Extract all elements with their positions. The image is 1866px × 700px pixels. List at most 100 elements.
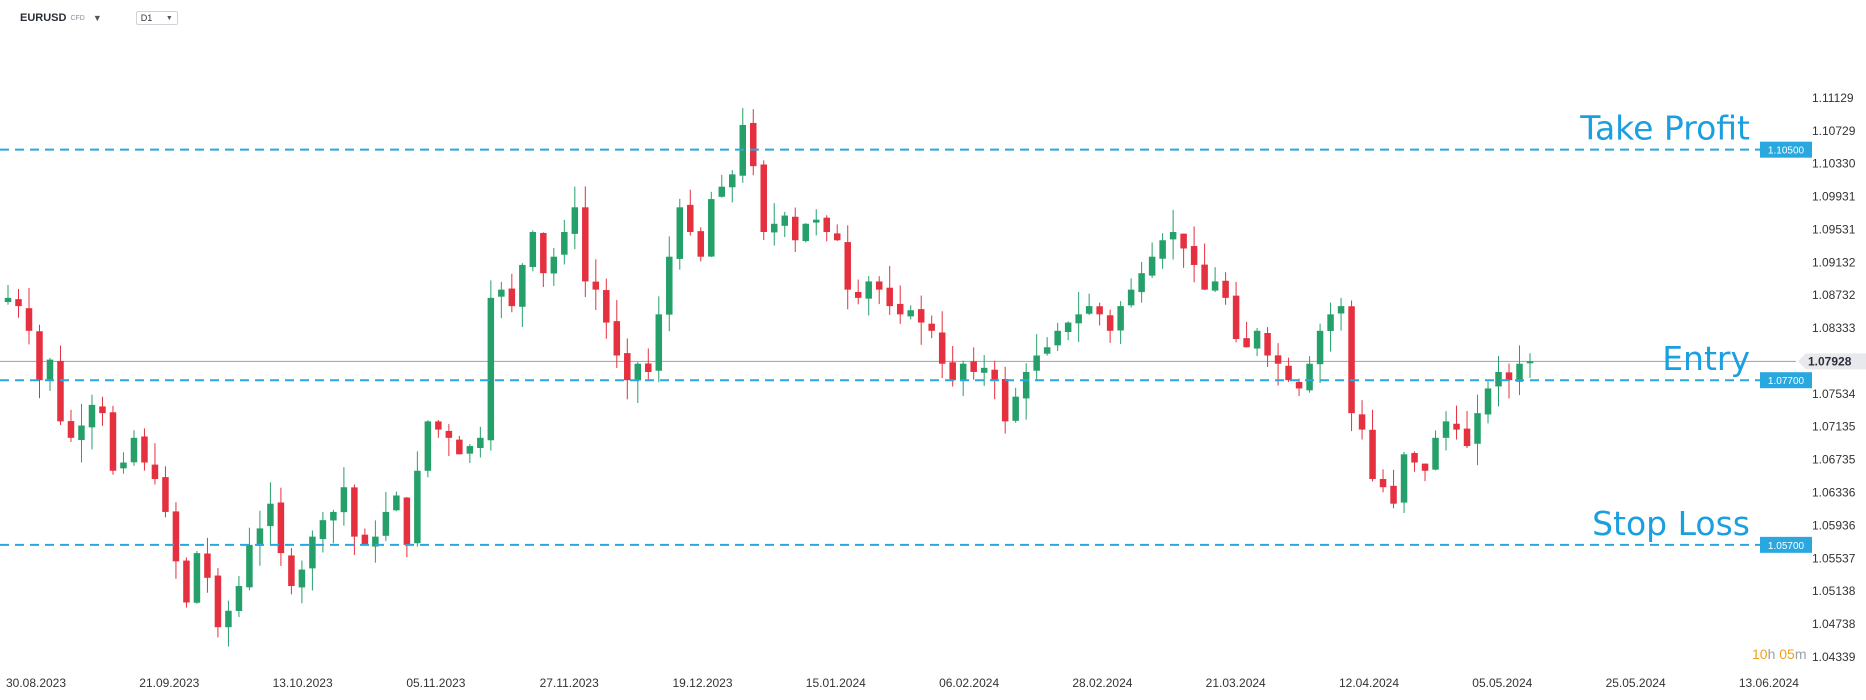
candle-body — [172, 511, 180, 562]
candle-body — [193, 553, 201, 603]
candle-body — [1411, 453, 1418, 463]
candle-body — [99, 406, 106, 414]
symbol-dropdown-icon[interactable]: ▼ — [92, 13, 102, 23]
candle-body — [246, 544, 253, 588]
candle-countdown: 10h 05m — [1752, 646, 1807, 662]
candle-body — [613, 321, 621, 356]
candle-body — [1138, 273, 1145, 293]
y-tick-label: 1.04339 — [1812, 650, 1856, 664]
candle-body — [277, 502, 285, 554]
candle-body — [1033, 355, 1040, 371]
candle-body — [46, 359, 54, 380]
candle-body — [1432, 437, 1439, 470]
symbol-label[interactable]: EURUSD — [20, 12, 67, 24]
candle-body — [1337, 306, 1345, 314]
candle-body — [666, 256, 673, 315]
y-tick-label: 1.09931 — [1812, 190, 1856, 204]
candle-body — [896, 303, 904, 315]
candle-body — [1085, 306, 1093, 314]
candle-body — [770, 223, 778, 233]
take-profit-price-label: 1.10500 — [1768, 146, 1805, 157]
candle-body — [1390, 485, 1397, 504]
timeframe-select[interactable]: D1 ▼ — [135, 11, 178, 25]
candle-body — [298, 569, 306, 588]
candle-body — [267, 503, 274, 527]
candle-body — [1012, 396, 1019, 421]
candle-body — [1169, 232, 1177, 240]
candle-body — [844, 242, 851, 290]
candle-body — [309, 536, 316, 569]
candle-body — [1106, 315, 1114, 331]
take-profit-price-tag — [1760, 141, 1812, 158]
y-tick-label: 1.10729 — [1812, 124, 1856, 138]
x-tick-label: 30.08.2023 — [6, 676, 66, 690]
candle-body — [1190, 246, 1198, 265]
candle-body — [907, 310, 914, 317]
candle-body — [718, 186, 726, 197]
candle-body — [4, 297, 12, 303]
y-tick-label: 1.06735 — [1812, 453, 1856, 467]
candle-body — [729, 174, 736, 188]
candle-body — [603, 290, 610, 323]
candle-body — [1442, 421, 1450, 438]
candle-body — [823, 217, 830, 233]
candle-body — [1495, 371, 1502, 387]
candle-body — [1463, 428, 1471, 447]
entry-price-tag — [1760, 372, 1812, 389]
candle-body — [1054, 330, 1061, 346]
candle-body — [508, 288, 516, 307]
y-tick-label: 1.05537 — [1812, 551, 1856, 565]
candle-body — [1180, 233, 1187, 249]
y-tick-label: 1.05936 — [1812, 518, 1856, 532]
candle-body — [1253, 330, 1261, 349]
candle-body — [1001, 378, 1009, 422]
candle-body — [708, 199, 715, 257]
candle-body — [57, 360, 64, 422]
candle-body — [750, 122, 757, 167]
candle-body — [288, 555, 295, 587]
candle-body — [561, 232, 568, 255]
candle-body — [938, 332, 946, 364]
candle-body — [1127, 289, 1135, 306]
countdown-hours-unit: h — [1767, 646, 1776, 662]
x-tick-label: 12.04.2024 — [1339, 676, 1399, 690]
candle-body — [1075, 314, 1082, 324]
candle-body — [1232, 295, 1240, 340]
candle-body — [1526, 361, 1534, 364]
candle-body — [1211, 281, 1219, 291]
candle-body — [403, 497, 411, 545]
candle-body — [854, 291, 862, 298]
candle-body — [88, 404, 96, 428]
candle-body — [15, 299, 22, 307]
countdown-hours: 10 — [1752, 646, 1768, 662]
candle-body — [917, 309, 925, 323]
y-tick-label: 1.05138 — [1812, 584, 1856, 598]
y-tick-label: 1.09132 — [1812, 255, 1856, 269]
candle-body — [1096, 306, 1103, 315]
candle-body — [571, 207, 579, 234]
x-tick-label: 13.10.2023 — [273, 676, 333, 690]
candle-body — [141, 436, 148, 463]
candle-body — [1453, 423, 1460, 430]
candle-body — [949, 362, 956, 381]
candle-body — [1484, 388, 1492, 415]
candle-body — [1348, 306, 1355, 414]
y-tick-label: 1.08732 — [1812, 288, 1856, 302]
candle-body — [78, 425, 85, 441]
candle-body — [540, 232, 547, 274]
x-tick-label: 25.05.2024 — [1606, 676, 1666, 690]
candle-body — [980, 367, 988, 373]
candle-body — [1222, 280, 1229, 298]
y-tick-label: 1.11129 — [1812, 91, 1854, 105]
candle-body — [959, 363, 967, 380]
candle-body — [498, 289, 505, 297]
x-tick-label: 15.01.2024 — [806, 676, 866, 690]
candle-body — [256, 528, 264, 546]
current-price-tag — [1798, 353, 1866, 370]
x-tick-label: 05.11.2023 — [406, 676, 465, 690]
candle-body — [1022, 371, 1030, 399]
candle-body — [319, 520, 327, 540]
x-tick-label: 21.03.2024 — [1206, 676, 1266, 690]
